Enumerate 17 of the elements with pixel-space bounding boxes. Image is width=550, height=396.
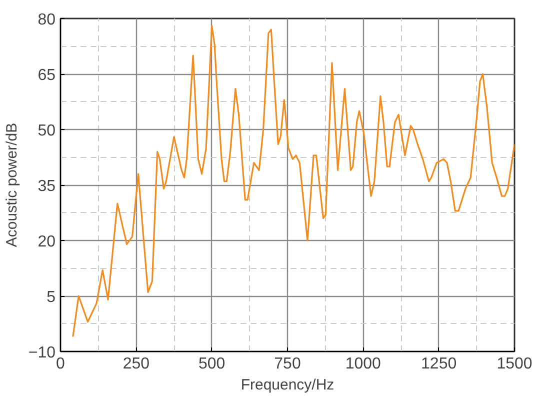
x-tick-label: 500	[198, 356, 226, 372]
y-tick-label: 80	[38, 12, 56, 28]
x-tick-label: 750	[274, 356, 301, 372]
x-tick-label: 1500	[496, 356, 532, 372]
y-tick-label: 20	[38, 234, 56, 250]
y-tick-label: 35	[38, 178, 56, 195]
x-tick-label: 1250	[421, 356, 457, 372]
x-axis-title: Frequency/Hz	[240, 376, 334, 394]
x-tick-label: 0	[56, 356, 66, 372]
y-tick-label: 65	[38, 67, 56, 84]
y-tick-label: 5	[46, 289, 56, 306]
y-axis-title: Acoustic power/dB	[3, 122, 20, 248]
line-series	[72, 25, 514, 338]
y-tick-label: 50	[38, 122, 56, 140]
x-tick-label: 250	[122, 356, 150, 372]
x-tick-label: 1000	[345, 356, 382, 372]
y-tick-label: −10	[28, 344, 56, 362]
